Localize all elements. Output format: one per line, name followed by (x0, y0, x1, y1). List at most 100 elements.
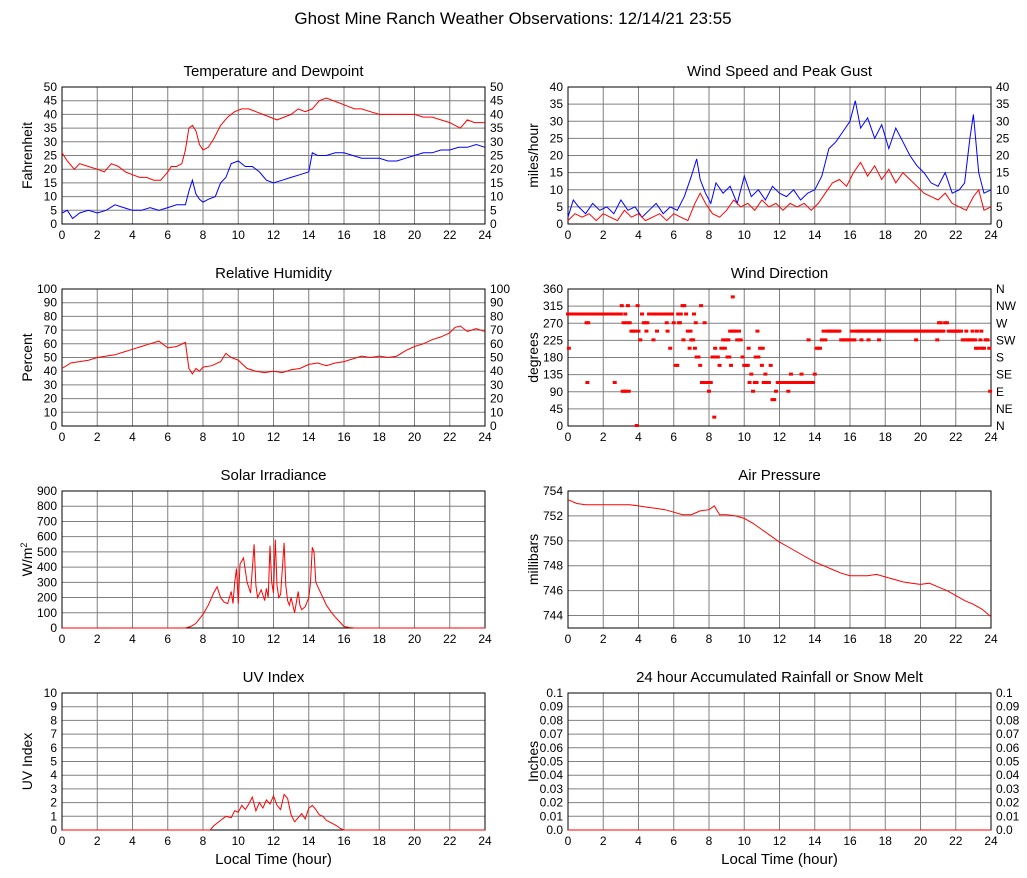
x-tick-label: 18 (879, 834, 893, 848)
data-point (941, 329, 946, 333)
chart-title: Wind Direction (731, 265, 829, 282)
x-tick-label: 4 (129, 430, 136, 444)
x-tick-label: 0 (59, 228, 66, 242)
y-tick-label-right: 35 (996, 97, 1010, 111)
y-tick-label-right: 15 (996, 166, 1010, 180)
data-point (635, 304, 640, 308)
x-tick-label: 8 (200, 834, 207, 848)
data-point (786, 389, 791, 393)
y-tick-label: 6 (50, 741, 57, 755)
y-tick-label: 180 (543, 351, 563, 365)
data-point (662, 312, 667, 316)
y-tick-label: 10 (550, 183, 564, 197)
x-tick-label: 22 (443, 632, 457, 646)
series-line-wind-speed (567, 161, 992, 222)
y-tick-label: 30 (44, 378, 58, 392)
x-tick-label: 2 (94, 228, 101, 242)
x-tick-label: 6 (164, 228, 171, 242)
x-tick-label: 14 (808, 834, 822, 848)
data-point (755, 329, 760, 333)
data-point (810, 380, 815, 384)
data-point (692, 312, 697, 316)
x-tick-label: 22 (949, 430, 963, 444)
data-point (951, 329, 956, 333)
y-tick-label-right: 90 (490, 296, 504, 310)
data-point (698, 363, 703, 367)
y-tick-label-right: 45 (490, 94, 504, 108)
y-tick-label-right: 80 (490, 309, 504, 323)
x-tick-label: 6 (670, 228, 677, 242)
y-tick-label: 0.04 (540, 768, 564, 782)
plot-frame (567, 86, 992, 225)
y-tick-label: 5 (50, 755, 57, 769)
y-tick-label: 0.1 (546, 686, 563, 700)
data-point (974, 329, 979, 333)
y-tick-label-right: 25 (996, 131, 1010, 145)
data-point (736, 329, 741, 333)
data-point (852, 338, 857, 342)
x-tick-label: 24 (984, 228, 998, 242)
series-line-air-pressure (567, 499, 992, 618)
x-tick-label: 4 (129, 228, 136, 242)
y-tick-label: 225 (543, 333, 563, 347)
y-tick-label-right: 20 (490, 162, 504, 176)
x-tick-label: 4 (635, 228, 642, 242)
y-tick-label: 9 (50, 700, 57, 714)
series-line-uv-index (62, 793, 485, 831)
y-tick-label: 15 (550, 166, 564, 180)
x-tick-label: 22 (949, 228, 963, 242)
data-point (823, 338, 828, 342)
chart-title: UV Index (243, 669, 305, 686)
y-tick-label: 40 (550, 80, 564, 94)
y-tick-label: 500 (37, 545, 57, 559)
data-point (964, 329, 969, 333)
data-point (979, 329, 984, 333)
x-tick-label: 0 (565, 228, 572, 242)
data-point (954, 329, 959, 333)
data-point (812, 372, 817, 376)
data-point (730, 295, 735, 299)
x-tick-label: 20 (914, 834, 928, 848)
y-tick-label: 30 (44, 135, 58, 149)
data-point (745, 363, 750, 367)
y-tick-label-right: 30 (490, 378, 504, 392)
x-tick-label: 6 (670, 632, 677, 646)
y-tick-label-right: 30 (490, 135, 504, 149)
y-tick-label-right: 10 (996, 183, 1010, 197)
data-point (746, 346, 751, 350)
data-point (976, 346, 981, 350)
data-point (849, 329, 854, 333)
y-tick-label: 744 (543, 609, 563, 623)
data-point (722, 346, 727, 350)
x-tick-label: 14 (302, 834, 316, 848)
data-point (877, 338, 882, 342)
data-point (721, 338, 726, 342)
x-tick-label: 2 (600, 632, 607, 646)
plot-frame (567, 490, 992, 629)
y-axis-label: millibars (525, 534, 541, 585)
data-point (763, 372, 768, 376)
y-tick-label: 270 (543, 316, 563, 330)
x-tick-label: 0 (565, 430, 572, 444)
x-tick-label: 6 (670, 834, 677, 848)
y-tick-label-right: 30 (996, 114, 1010, 128)
y-tick-label: 135 (543, 368, 563, 382)
y-tick-label: 900 (37, 484, 57, 498)
x-tick-label: 8 (706, 632, 713, 646)
x-tick-label: 12 (773, 228, 787, 242)
x-tick-label: 18 (373, 430, 387, 444)
y-tick-label-right: 15 (490, 176, 504, 190)
series-line-relative-humidity (61, 325, 486, 375)
data-point (735, 338, 740, 342)
y-tick-label-right: 0.07 (996, 727, 1020, 741)
x-tick-label: 6 (164, 430, 171, 444)
data-point (669, 312, 674, 316)
data-point (651, 338, 656, 342)
data-point (773, 389, 778, 393)
data-point (655, 329, 660, 333)
data-point (666, 312, 671, 316)
y-tick-label-right: 20 (996, 149, 1010, 163)
data-point (665, 329, 670, 333)
data-point (618, 312, 623, 316)
